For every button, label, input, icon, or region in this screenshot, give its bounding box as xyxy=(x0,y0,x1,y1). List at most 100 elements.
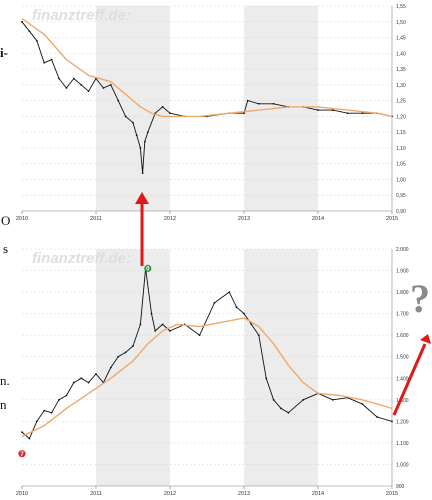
price-point xyxy=(35,39,38,42)
y-tick-label: 1.400 xyxy=(396,376,409,382)
y-tick-label: 1.200 xyxy=(396,419,409,425)
price-point xyxy=(150,312,153,315)
price-point xyxy=(21,431,23,434)
average-series-line xyxy=(21,18,393,118)
price-point xyxy=(287,411,290,414)
x-tick-label: 2013 xyxy=(238,216,250,222)
price-point xyxy=(124,351,127,354)
y-tick-label: 1.600 xyxy=(396,333,409,339)
y-tick-label: 1.300 xyxy=(396,398,409,404)
x-tick-label: 2010 xyxy=(16,216,28,222)
y-tick-label: 1,35 xyxy=(396,67,406,73)
y-tick-label: 2.000 xyxy=(396,247,409,253)
price-point xyxy=(243,112,245,115)
price-point xyxy=(246,99,249,102)
y-tick-label: 1.100 xyxy=(396,441,409,447)
y-tick-label: 900 xyxy=(396,484,405,490)
watermark: finanztreff.de: xyxy=(32,250,131,267)
price-point xyxy=(235,306,238,309)
price-point xyxy=(169,112,171,115)
price-point xyxy=(95,373,97,375)
text-fragment-4: n. xyxy=(0,373,10,388)
price-point xyxy=(250,323,253,326)
price-point xyxy=(117,355,120,358)
price-point xyxy=(376,416,379,418)
shaded-band xyxy=(96,6,170,211)
price-point xyxy=(109,83,112,86)
price-point xyxy=(272,398,275,401)
y-tick-label: 1,55 xyxy=(396,4,406,10)
price-point xyxy=(50,58,53,61)
marker-badge xyxy=(18,450,26,458)
shaded-band xyxy=(244,6,318,211)
price-point xyxy=(132,345,134,347)
price-point xyxy=(132,121,134,124)
y-tick-label: 1,30 xyxy=(396,83,406,89)
top-chart: finanztreff.de: 0,90 0,95 1,00 1,05 1,10 1,15 1… xyxy=(16,4,406,222)
price-point xyxy=(102,87,105,89)
price-point xyxy=(109,366,112,369)
x-tick-label: 2011 xyxy=(90,491,102,497)
marker-label: 0 xyxy=(146,267,150,273)
shaded-band xyxy=(96,249,170,486)
price-point xyxy=(331,109,334,111)
x-tick-label: 2015 xyxy=(386,216,398,222)
text-fragment-2: O xyxy=(1,213,11,228)
x-tick-label: 2014 xyxy=(312,216,324,222)
price-point xyxy=(80,377,83,380)
price-series-line xyxy=(21,267,393,440)
price-point xyxy=(28,437,31,440)
x-tick-label: 2011 xyxy=(90,216,102,222)
price-point xyxy=(50,411,53,414)
price-point xyxy=(272,102,275,105)
y-tick-label: 1.800 xyxy=(396,290,409,296)
price-point xyxy=(35,420,38,423)
price-point xyxy=(87,381,90,384)
price-point xyxy=(143,140,146,143)
question-mark: ? xyxy=(410,276,430,321)
y-tick-label: 1.900 xyxy=(396,269,409,275)
price-point xyxy=(331,398,334,401)
x-tick-label: 2010 xyxy=(16,491,28,497)
y-tick-label: 1,25 xyxy=(396,99,406,105)
price-point xyxy=(65,394,68,397)
text-fragment-5: n xyxy=(0,397,7,412)
price-point xyxy=(228,291,231,293)
marker-label: 7 xyxy=(20,452,24,458)
y-tick-label: 1,40 xyxy=(396,51,406,57)
text-fragment-1: i- xyxy=(0,45,8,60)
x-tick-label: 2012 xyxy=(164,491,176,497)
price-point xyxy=(265,377,268,380)
price-point xyxy=(43,409,46,412)
price-point xyxy=(361,112,364,115)
x-tick-label: 2015 xyxy=(386,491,398,497)
price-series-line xyxy=(21,21,393,174)
shaded-band xyxy=(244,249,318,486)
watermark: finanztreff.de: xyxy=(32,7,131,24)
price-point xyxy=(161,323,164,326)
y-tick-label: 1,00 xyxy=(396,177,406,183)
price-point xyxy=(80,83,83,86)
price-point xyxy=(243,312,245,315)
price-point xyxy=(213,301,216,304)
price-point xyxy=(135,134,138,137)
text-fragment-3: s xyxy=(3,241,9,256)
y-tick-label: 1,20 xyxy=(396,114,406,120)
price-point xyxy=(169,329,171,332)
price-point xyxy=(58,398,60,401)
diagonal-arrow-line xyxy=(392,343,427,416)
price-point xyxy=(198,334,201,337)
price-point xyxy=(257,102,260,105)
price-point xyxy=(87,90,90,93)
diagonal-arrow-head xyxy=(420,334,431,344)
annotation-arrows xyxy=(135,192,431,416)
price-point xyxy=(124,115,127,118)
price-point xyxy=(58,77,60,80)
average-series-line xyxy=(21,317,393,438)
y-tick-label: 1,45 xyxy=(396,36,406,42)
x-tick-label: 2013 xyxy=(238,491,250,497)
marker-badge xyxy=(144,264,152,272)
y-tick-label: 0,95 xyxy=(396,193,406,199)
bottom-chart: finanztreff.de: 900 1.000 1.100 1.200 1.300 1.… xyxy=(16,247,409,497)
